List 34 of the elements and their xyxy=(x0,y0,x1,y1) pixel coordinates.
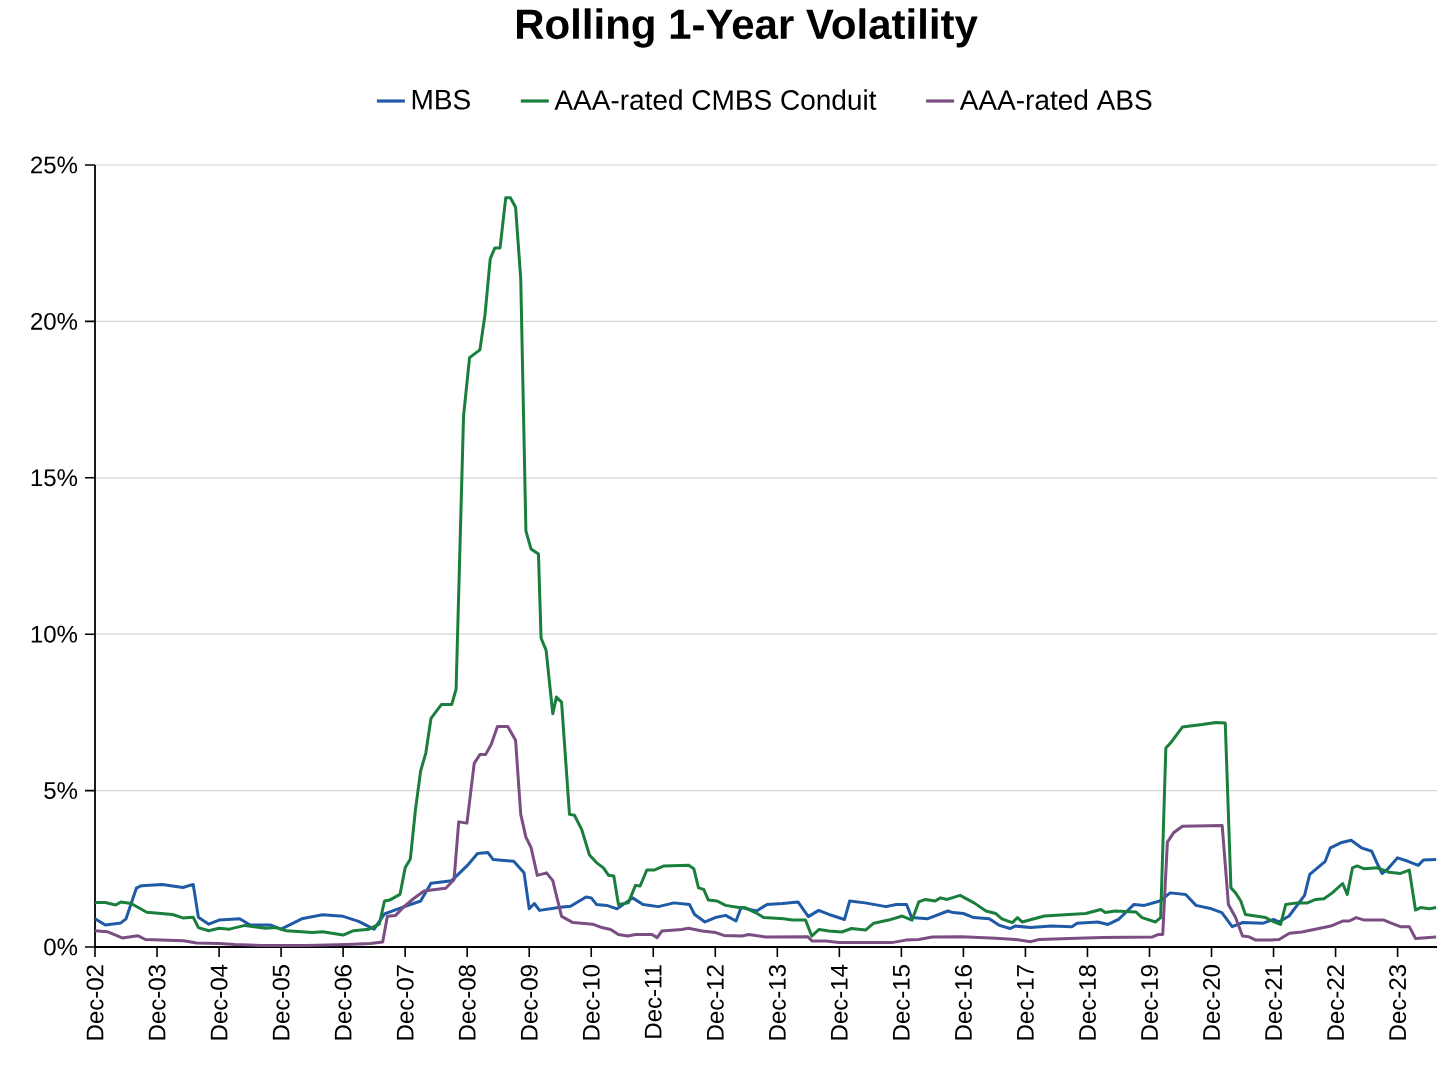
x-tick-label: Dec-02 xyxy=(86,965,104,1040)
x-tick-label: Dec-09 xyxy=(520,965,538,1040)
x-tick-label: Dec-07 xyxy=(396,965,414,1040)
x-tick-label: Dec-17 xyxy=(1017,965,1034,1040)
x-tick-label: Dec-13 xyxy=(768,965,786,1040)
legend-label: AAA-rated CMBS Conduit xyxy=(554,89,877,110)
x-tick-label: Dec-04 xyxy=(210,964,228,1040)
x-tick-label: Dec-14 xyxy=(830,964,848,1040)
x-tick-label: Dec-08 xyxy=(458,965,476,1040)
chart-title: Rolling 1-Year Volatility xyxy=(517,8,978,48)
line-series xyxy=(95,838,1438,931)
y-tick-label: 15% xyxy=(31,469,78,487)
x-tick-label: Dec-20 xyxy=(1203,964,1220,1040)
x-tick-label: Dec-05 xyxy=(272,965,290,1040)
y-tick-label: 5% xyxy=(44,782,78,800)
line-series xyxy=(95,196,1438,938)
x-tick-label: Dec-15 xyxy=(893,965,910,1040)
x-tick-label: Dec-18 xyxy=(1078,965,1096,1040)
legend-label: MBS xyxy=(412,89,470,110)
x-tick-label: Dec-23 xyxy=(1389,965,1407,1040)
y-tick-label: 25% xyxy=(31,156,78,174)
y-tick-label: 10% xyxy=(31,625,78,643)
x-tick-label: Dec-22 xyxy=(1327,965,1345,1040)
x-tick-label: Dec-19 xyxy=(1141,965,1158,1040)
x-tick-label: Dec-10 xyxy=(582,964,600,1040)
x-tick-label: Dec-16 xyxy=(954,965,972,1040)
y-tick-label: 0% xyxy=(44,938,78,956)
x-tick-label: Dec-12 xyxy=(706,965,724,1040)
x-tick-label: Dec-03 xyxy=(148,965,166,1040)
x-tick-label: Dec-06 xyxy=(334,965,352,1040)
x-tick-label: Dec-11 xyxy=(644,965,662,1038)
x-tick-label: Dec-21 xyxy=(1265,965,1283,1040)
y-tick-label: 20% xyxy=(31,312,78,330)
legend-label: AAA-rated ABS xyxy=(959,89,1152,110)
